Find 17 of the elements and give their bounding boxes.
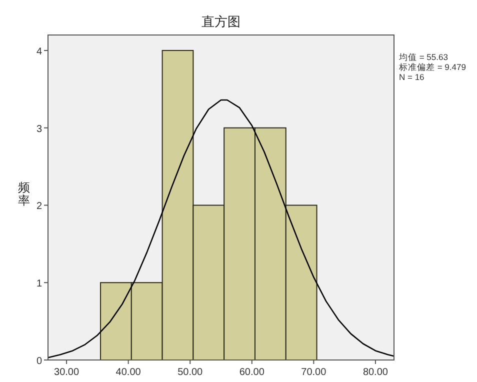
- text: 均值 = 55.63: [398, 52, 448, 62]
- y-tick-label: 3: [36, 124, 42, 135]
- y-tick-label: 0: [36, 356, 42, 367]
- x-tick-label: 80.00: [362, 367, 388, 378]
- y-tick-label: 2: [36, 201, 42, 212]
- y-axis-title: 频率: [18, 180, 30, 208]
- x-tick-label: 30.00: [54, 367, 80, 378]
- text: N = 16: [399, 72, 425, 82]
- x-tick-label: 60.00: [239, 367, 265, 378]
- x-tick-label: 40.00: [116, 367, 142, 378]
- x-tick-label: 50.00: [178, 367, 204, 378]
- chart-title: 直方图: [202, 14, 240, 29]
- x-tick-label: 70.00: [301, 367, 327, 378]
- y-tick-label: 4: [36, 46, 42, 58]
- text: 标准偏差 = 9.479: [398, 62, 466, 72]
- y-tick-label: 1: [36, 278, 42, 290]
- line-series: [47, 99, 395, 358]
